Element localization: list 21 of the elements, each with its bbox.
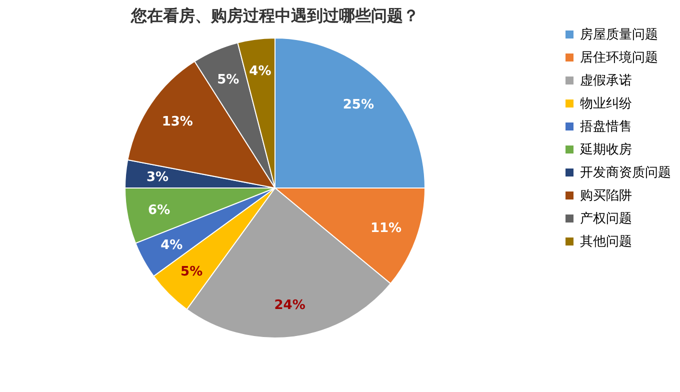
data-label: 24% xyxy=(274,298,306,314)
legend-label: 虚假承诺 xyxy=(580,74,632,88)
legend-label: 其他问题 xyxy=(580,234,632,250)
data-label: 25% xyxy=(342,98,374,113)
data-label: 11% xyxy=(370,220,402,236)
data-label: 5% xyxy=(180,264,203,280)
data-label: 4% xyxy=(249,64,272,79)
data-label: 13% xyxy=(162,114,193,130)
data-label: 4% xyxy=(160,238,183,253)
legend-label: 房屋质量问题 xyxy=(580,26,658,42)
legend-label: 捂盘惜售 xyxy=(580,120,632,134)
legend-label: 购买陷阱 xyxy=(580,188,632,204)
data-label: 3% xyxy=(146,170,169,185)
legend-label: 物业纠纷 xyxy=(580,96,632,112)
legend-label: 居住环境问题 xyxy=(580,50,658,66)
legend-label: 开发商资质问题 xyxy=(580,166,671,180)
data-label: 6% xyxy=(148,203,170,218)
legend-label: 产权问题 xyxy=(580,212,632,226)
chart-title: 您在看房、购房过程中遇到过哪些问题？ xyxy=(130,6,419,25)
data-label: 5% xyxy=(217,72,240,88)
legend-label: 延期收房 xyxy=(579,142,632,158)
